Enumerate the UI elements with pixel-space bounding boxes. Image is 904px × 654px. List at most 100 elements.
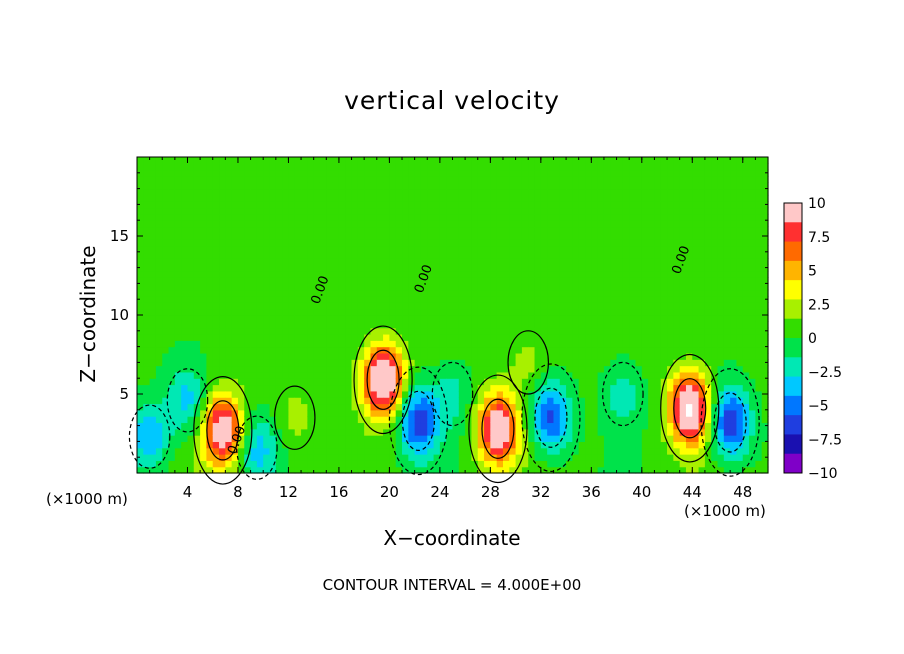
- heatmap-cell: [137, 283, 144, 291]
- heatmap-cell: [408, 194, 416, 202]
- heatmap-cell: [155, 251, 163, 259]
- heatmap-cell: [730, 466, 738, 474]
- heatmap-cell: [521, 220, 529, 228]
- heatmap-cell: [414, 403, 422, 411]
- heatmap-cell: [219, 441, 226, 449]
- heatmap-cell: [742, 397, 750, 405]
- heatmap-cell: [736, 201, 744, 209]
- heatmap-cell: [433, 416, 441, 424]
- heatmap-cell: [168, 283, 176, 291]
- heatmap-cell: [250, 239, 258, 247]
- heatmap-cell: [629, 188, 637, 196]
- heatmap-cell: [572, 397, 580, 405]
- heatmap-cell: [654, 365, 662, 373]
- heatmap-cell: [288, 163, 296, 171]
- heatmap-cell: [446, 365, 454, 373]
- heatmap-cell: [231, 460, 239, 468]
- heatmap-cell: [622, 422, 630, 430]
- heatmap-cell: [660, 333, 668, 341]
- heatmap-cell: [559, 359, 567, 367]
- heatmap-cell: [162, 182, 170, 190]
- heatmap-cell: [509, 346, 517, 354]
- heatmap-cell: [736, 283, 744, 291]
- heatmap-cell: [502, 201, 510, 209]
- heatmap-cell: [603, 378, 611, 386]
- heatmap-cell: [370, 220, 378, 228]
- heatmap-cell: [717, 352, 725, 360]
- heatmap-cell: [673, 245, 681, 253]
- heatmap-cell: [351, 352, 359, 360]
- heatmap-cell: [755, 327, 763, 335]
- heatmap-cell: [509, 302, 517, 310]
- heatmap-cell: [465, 416, 473, 424]
- heatmap-cell: [622, 315, 630, 322]
- heatmap-cell: [458, 460, 466, 468]
- heatmap-cell: [616, 416, 624, 424]
- heatmap-cell: [288, 213, 296, 221]
- heatmap-cell: [603, 365, 611, 373]
- heatmap-cell: [603, 454, 611, 461]
- heatmap-cell: [673, 283, 681, 291]
- heatmap-cell: [742, 270, 750, 278]
- heatmap-cell: [698, 447, 706, 455]
- heatmap-cell: [307, 428, 315, 436]
- heatmap-cell: [673, 157, 681, 164]
- heatmap-cell: [547, 435, 555, 442]
- heatmap-cell: [610, 441, 618, 449]
- heatmap-cell: [496, 422, 504, 430]
- heatmap-cell: [275, 302, 283, 310]
- heatmap-cell: [749, 220, 756, 228]
- heatmap-cell: [338, 175, 346, 183]
- heatmap-cell: [610, 213, 618, 221]
- heatmap-cell: [667, 384, 674, 392]
- heatmap-cell: [237, 194, 245, 202]
- heatmap-cell: [484, 327, 491, 335]
- heatmap-cell: [256, 251, 264, 259]
- heatmap-cell: [288, 447, 296, 455]
- heatmap-cell: [408, 226, 416, 234]
- heatmap-cell: [616, 428, 624, 436]
- heatmap-cell: [137, 194, 144, 202]
- heatmap-cell: [212, 365, 220, 373]
- heatmap-cell: [313, 207, 321, 215]
- heatmap-cell: [502, 352, 510, 360]
- heatmap-cell: [496, 270, 504, 278]
- heatmap-cell: [225, 188, 233, 196]
- heatmap-cell: [597, 390, 605, 398]
- heatmap-cell: [219, 359, 226, 367]
- heatmap-cell: [225, 213, 233, 221]
- heatmap-cell: [704, 302, 712, 310]
- heatmap-cell: [389, 277, 397, 284]
- heatmap-cell: [622, 460, 630, 468]
- heatmap-cell: [711, 226, 719, 234]
- heatmap-cell: [155, 365, 163, 373]
- heatmap-cell: [553, 188, 561, 196]
- heatmap-cell: [603, 239, 611, 247]
- heatmap-cell: [496, 207, 504, 215]
- heatmap-cell: [477, 365, 485, 373]
- heatmap-cell: [168, 232, 176, 240]
- heatmap-cell: [143, 226, 151, 234]
- heatmap-cell: [704, 245, 712, 253]
- heatmap-cell: [616, 270, 624, 278]
- heatmap-cell: [685, 390, 693, 398]
- heatmap-cell: [736, 289, 744, 297]
- heatmap-cell: [370, 226, 378, 234]
- heatmap-cell: [622, 397, 630, 405]
- heatmap-cell: [383, 378, 390, 386]
- heatmap-cell: [168, 296, 176, 303]
- heatmap-cell: [269, 409, 277, 417]
- heatmap-cell: [395, 277, 403, 284]
- heatmap-cell: [452, 207, 460, 215]
- heatmap-cell: [376, 428, 384, 436]
- heatmap-cell: [137, 371, 144, 379]
- heatmap-cell: [458, 226, 466, 234]
- heatmap-cell: [326, 169, 334, 177]
- heatmap-cell: [237, 220, 245, 228]
- heatmap-cell: [332, 359, 340, 367]
- heatmap-cell: [698, 175, 706, 183]
- heatmap-cell: [534, 169, 542, 177]
- heatmap-cell: [673, 403, 681, 411]
- heatmap-cell: [288, 454, 296, 461]
- heatmap-cell: [319, 365, 327, 373]
